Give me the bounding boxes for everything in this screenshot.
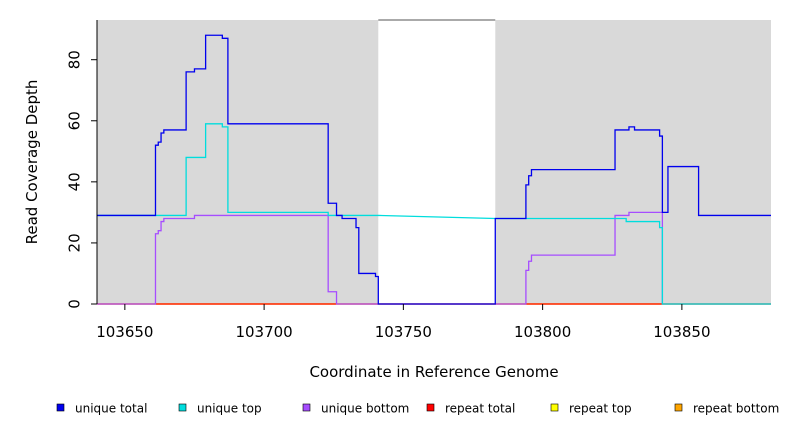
legend-swatch-unique-top [178,403,187,412]
legend-swatch-repeat-total [426,403,435,412]
y-tick-label: 0 [66,299,84,309]
x-tick-label: 103800 [514,323,571,341]
legend: unique total unique top unique bottom repea… [56,402,779,416]
x-tick-label: 103850 [653,323,710,341]
x-tick-label: 103750 [375,323,432,341]
gap-region [378,20,496,304]
series-layer [97,34,771,305]
legend-swatch-unique-total [56,403,65,412]
y-tick-label: 20 [66,233,84,252]
legend-label-repeat-bottom: repeat bottom [693,402,779,416]
legend-label-unique-bottom: unique bottom [321,402,409,416]
legend-swatch-repeat-top [550,403,559,412]
y-axis-title: Read Coverage Depth [23,80,41,245]
y-tick-label: 40 [66,172,84,191]
x-tick-label: 103700 [235,323,292,341]
y-tick-label: 60 [66,111,84,130]
y-tick-label: 80 [66,50,84,69]
y-axis-ticks: 0 20 40 60 80 [66,50,97,309]
series-line-unique-top [97,123,771,305]
legend-label-unique-total: unique total [75,402,147,416]
x-axis-title: Coordinate in Reference Genome [309,363,558,381]
legend-swatch-repeat-bottom [674,403,683,412]
series-line-unique-bottom [97,211,771,305]
series-line-unique-total [97,34,771,305]
legend-label-unique-top: unique top [197,402,262,416]
x-tick-label: 103650 [96,323,153,341]
legend-swatch-unique-bottom [302,403,311,412]
x-axis-ticks: 103650 103700 103750 103800 103850 [96,304,711,341]
legend-label-repeat-top: repeat top [569,402,632,416]
legend-label-repeat-total: repeat total [445,402,515,416]
